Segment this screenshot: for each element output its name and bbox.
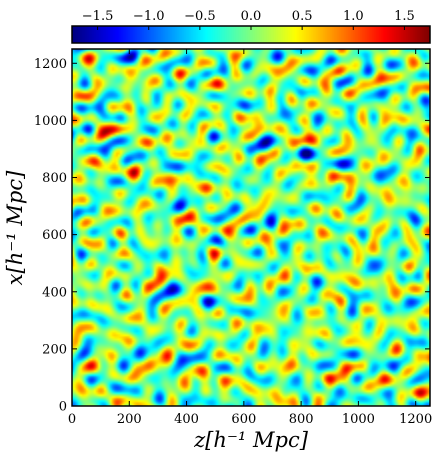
colorbar-tick-label: 1.0 [343, 9, 364, 24]
x-tick-label: 1200 [399, 412, 432, 427]
colorbar-tick-label: −1.0 [133, 9, 165, 24]
density-field-heatmap [72, 49, 430, 406]
y-tick-label: 1000 [34, 114, 67, 129]
colorbar-ticks: −1.5 −1.0 −0.5 0.0 0.5 1.0 1.5 [82, 9, 415, 30]
colorbar-tick-label: −1.5 [82, 9, 114, 24]
x-tick-label: 200 [117, 412, 142, 427]
x-tick-label: 800 [289, 412, 314, 427]
colorbar [72, 26, 430, 43]
y-tick-label: 0 [59, 400, 67, 415]
x-axis-ticks: 0 200 400 600 800 1000 1200 [68, 49, 432, 427]
y-axis-ticks: 0 200 400 600 800 1000 1200 [34, 57, 430, 415]
y-tick-label: 400 [42, 285, 67, 300]
y-axis-label: x[h⁻¹ Mpc] [3, 170, 27, 285]
density-map [72, 49, 430, 406]
y-tick-label: 600 [42, 228, 67, 243]
y-tick-label: 1200 [34, 57, 67, 72]
colorbar-tick-label: 0.5 [292, 9, 313, 24]
plot-frame [71, 48, 431, 407]
x-tick-label: 600 [231, 412, 256, 427]
y-tick-label: 800 [42, 171, 67, 186]
colorbar-gradient [72, 26, 430, 43]
x-tick-label: 0 [68, 412, 76, 427]
x-axis-label: z[h⁻¹ Mpc] [193, 428, 309, 452]
x-tick-label: 1000 [342, 412, 375, 427]
y-tick-label: 200 [42, 342, 67, 357]
x-tick-label: 400 [174, 412, 199, 427]
colorbar-tick-label: 1.5 [394, 9, 415, 24]
colorbar-tick-label: 0.0 [241, 9, 262, 24]
colorbar-tick-label: −0.5 [184, 9, 216, 24]
